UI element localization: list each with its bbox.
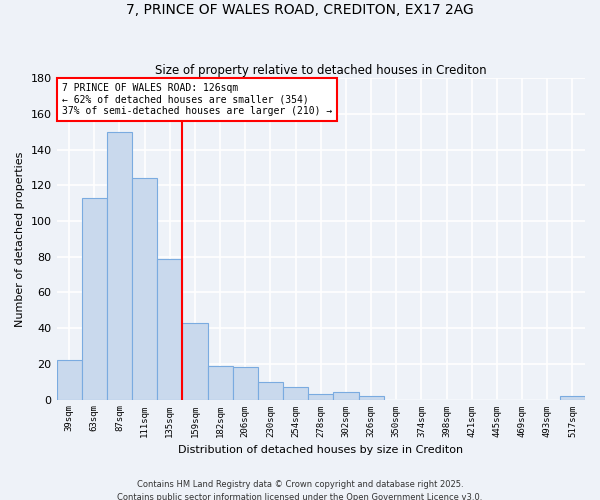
X-axis label: Distribution of detached houses by size in Crediton: Distribution of detached houses by size … — [178, 445, 463, 455]
Bar — [359, 396, 383, 400]
Text: 7 PRINCE OF WALES ROAD: 126sqm
← 62% of detached houses are smaller (354)
37% of: 7 PRINCE OF WALES ROAD: 126sqm ← 62% of … — [62, 83, 332, 116]
Title: Size of property relative to detached houses in Crediton: Size of property relative to detached ho… — [155, 64, 487, 77]
Bar — [283, 387, 308, 400]
Y-axis label: Number of detached properties: Number of detached properties — [15, 151, 25, 326]
Bar — [82, 198, 107, 400]
Text: 7, PRINCE OF WALES ROAD, CREDITON, EX17 2AG: 7, PRINCE OF WALES ROAD, CREDITON, EX17 … — [126, 2, 474, 16]
Bar — [56, 360, 82, 400]
Bar — [334, 392, 359, 400]
Bar — [308, 394, 334, 400]
Text: Contains HM Land Registry data © Crown copyright and database right 2025.
Contai: Contains HM Land Registry data © Crown c… — [118, 480, 482, 500]
Bar — [560, 396, 585, 400]
Bar — [107, 132, 132, 400]
Bar — [132, 178, 157, 400]
Bar — [258, 382, 283, 400]
Bar — [157, 258, 182, 400]
Bar — [233, 368, 258, 400]
Bar — [208, 366, 233, 400]
Bar — [182, 323, 208, 400]
